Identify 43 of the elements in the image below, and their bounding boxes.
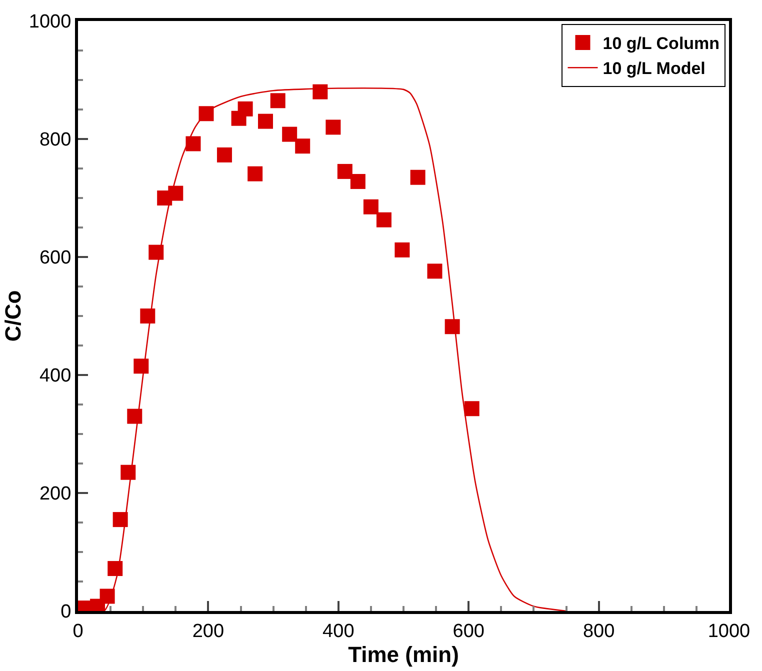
x-tick-label: 600 bbox=[452, 620, 484, 642]
point bbox=[248, 166, 263, 182]
point bbox=[140, 308, 156, 324]
point bbox=[112, 512, 128, 528]
point bbox=[282, 126, 298, 142]
y-tick-label: 400 bbox=[39, 366, 72, 387]
point bbox=[148, 244, 164, 260]
y-tick-label: 600 bbox=[39, 248, 72, 269]
x-tick-label: 400 bbox=[322, 620, 354, 642]
point bbox=[312, 84, 328, 100]
point bbox=[295, 138, 310, 154]
point bbox=[120, 464, 136, 480]
point bbox=[464, 401, 480, 416]
point bbox=[376, 212, 392, 228]
legend-label: 10 g/L Model bbox=[602, 59, 706, 78]
legend-label: 10 g/L Column bbox=[602, 34, 720, 54]
point bbox=[427, 264, 442, 279]
x-tick-label: 800 bbox=[582, 620, 615, 642]
x-tick-label: 1000 bbox=[708, 620, 750, 642]
y-tick-label: 1000 bbox=[28, 12, 72, 33]
point bbox=[100, 588, 115, 604]
point bbox=[350, 174, 366, 189]
point bbox=[216, 147, 232, 162]
y-axis-title: C/Co bbox=[0, 290, 26, 342]
y-tick-label: 800 bbox=[39, 130, 72, 151]
x-tick-label: 200 bbox=[192, 620, 224, 642]
point bbox=[270, 93, 286, 108]
y-tick-label: 0 bbox=[60, 602, 72, 623]
x-axis-title: Time (min) bbox=[348, 642, 459, 667]
point bbox=[337, 164, 352, 179]
point bbox=[186, 136, 201, 152]
point bbox=[394, 242, 410, 258]
point bbox=[238, 101, 253, 116]
point bbox=[168, 186, 184, 201]
point bbox=[258, 114, 273, 129]
point bbox=[108, 561, 123, 576]
point bbox=[326, 120, 341, 135]
point bbox=[444, 319, 460, 334]
point bbox=[127, 408, 142, 424]
point bbox=[134, 358, 149, 374]
y-tick-label: 200 bbox=[39, 484, 72, 505]
point bbox=[363, 199, 378, 214]
point bbox=[410, 170, 426, 185]
